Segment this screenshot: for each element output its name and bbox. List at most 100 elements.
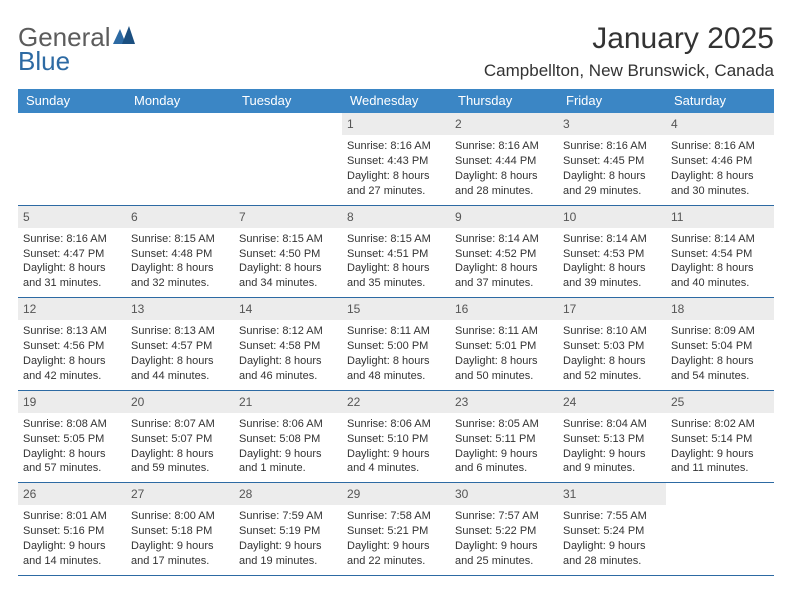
day1-text: Daylight: 9 hours [455, 539, 553, 554]
day1-text: Daylight: 9 hours [347, 539, 445, 554]
empty-cell [234, 113, 342, 205]
sunrise-text: Sunrise: 8:15 AM [239, 232, 337, 247]
day-info: Sunrise: 8:16 AMSunset: 4:47 PMDaylight:… [23, 232, 121, 291]
day1-text: Daylight: 8 hours [131, 447, 229, 462]
day-number: 11 [666, 206, 774, 228]
empty-cell [666, 483, 774, 575]
day2-text: and 40 minutes. [671, 276, 769, 291]
day2-text: and 37 minutes. [455, 276, 553, 291]
day-number: 5 [18, 206, 126, 228]
sunrise-text: Sunrise: 7:59 AM [239, 509, 337, 524]
day-number: 12 [18, 298, 126, 320]
day-number: 30 [450, 483, 558, 505]
day-number: 16 [450, 298, 558, 320]
day-info: Sunrise: 8:12 AMSunset: 4:58 PMDaylight:… [239, 324, 337, 383]
sunrise-text: Sunrise: 7:57 AM [455, 509, 553, 524]
sunset-text: Sunset: 4:48 PM [131, 247, 229, 262]
day-info: Sunrise: 8:14 AMSunset: 4:52 PMDaylight:… [455, 232, 553, 291]
day-number: 10 [558, 206, 666, 228]
sunrise-text: Sunrise: 8:16 AM [563, 139, 661, 154]
sunset-text: Sunset: 4:44 PM [455, 154, 553, 169]
sunrise-text: Sunrise: 8:00 AM [131, 509, 229, 524]
day-cell: 7Sunrise: 8:15 AMSunset: 4:50 PMDaylight… [234, 206, 342, 298]
day-cell: 5 Sunrise: 8:16 AMSunset: 4:47 PMDaylight… [18, 206, 126, 298]
sunset-text: Sunset: 4:45 PM [563, 154, 661, 169]
sunset-text: Sunset: 5:13 PM [563, 432, 661, 447]
brand-mark-icon [113, 22, 135, 40]
day-cell: 4Sunrise: 8:16 AMSunset: 4:46 PMDaylight… [666, 113, 774, 205]
day-info: Sunrise: 8:04 AMSunset: 5:13 PMDaylight:… [563, 417, 661, 476]
sunrise-text: Sunrise: 8:09 AM [671, 324, 769, 339]
day2-text: and 52 minutes. [563, 369, 661, 384]
day2-text: and 50 minutes. [455, 369, 553, 384]
sunset-text: Sunset: 4:43 PM [347, 154, 445, 169]
day1-text: Daylight: 8 hours [347, 354, 445, 369]
day2-text: and 39 minutes. [563, 276, 661, 291]
day-cell: 29Sunrise: 7:58 AMSunset: 5:21 PMDayligh… [342, 483, 450, 575]
day-number: 14 [234, 298, 342, 320]
day-info: Sunrise: 8:16 AMSunset: 4:43 PMDaylight:… [347, 139, 445, 198]
day2-text: and 34 minutes. [239, 276, 337, 291]
sunset-text: Sunset: 4:58 PM [239, 339, 337, 354]
day-number: 4 [666, 113, 774, 135]
day-info: Sunrise: 8:13 AMSunset: 4:57 PMDaylight:… [131, 324, 229, 383]
day-cell: 17Sunrise: 8:10 AMSunset: 5:03 PMDayligh… [558, 298, 666, 390]
sunrise-text: Sunrise: 8:15 AM [347, 232, 445, 247]
day-cell: 11Sunrise: 8:14 AMSunset: 4:54 PMDayligh… [666, 206, 774, 298]
sunrise-text: Sunrise: 8:06 AM [239, 417, 337, 432]
day-number: 19 [18, 391, 126, 413]
day-number: 26 [18, 483, 126, 505]
dayname-wednesday: Wednesday [342, 89, 450, 113]
sunset-text: Sunset: 5:00 PM [347, 339, 445, 354]
sunrise-text: Sunrise: 8:01 AM [23, 509, 121, 524]
sunrise-text: Sunrise: 8:15 AM [131, 232, 229, 247]
sunset-text: Sunset: 4:53 PM [563, 247, 661, 262]
day-info: Sunrise: 8:15 AMSunset: 4:51 PMDaylight:… [347, 232, 445, 291]
day1-text: Daylight: 8 hours [23, 447, 121, 462]
day-cell: 25Sunrise: 8:02 AMSunset: 5:14 PMDayligh… [666, 391, 774, 483]
day2-text: and 25 minutes. [455, 554, 553, 569]
sunset-text: Sunset: 5:04 PM [671, 339, 769, 354]
day-number: 3 [558, 113, 666, 135]
sunset-text: Sunset: 4:52 PM [455, 247, 553, 262]
sunset-text: Sunset: 5:08 PM [239, 432, 337, 447]
day-number: 28 [234, 483, 342, 505]
sunset-text: Sunset: 5:22 PM [455, 524, 553, 539]
day1-text: Daylight: 8 hours [671, 354, 769, 369]
day-info: Sunrise: 7:55 AMSunset: 5:24 PMDaylight:… [563, 509, 661, 568]
day1-text: Daylight: 9 hours [347, 447, 445, 462]
day1-text: Daylight: 8 hours [455, 354, 553, 369]
sunrise-text: Sunrise: 8:14 AM [455, 232, 553, 247]
title-block: January 2025 Campbellton, New Brunswick,… [484, 22, 774, 81]
day1-text: Daylight: 9 hours [563, 447, 661, 462]
calendar-page: GeneralBlue January 2025 Campbellton, Ne… [0, 0, 792, 612]
sunset-text: Sunset: 5:24 PM [563, 524, 661, 539]
header: GeneralBlue January 2025 Campbellton, Ne… [18, 22, 774, 81]
day-info: Sunrise: 8:08 AMSunset: 5:05 PMDaylight:… [23, 417, 121, 476]
day-info: Sunrise: 8:14 AMSunset: 4:53 PMDaylight:… [563, 232, 661, 291]
day-number: 15 [342, 298, 450, 320]
sunrise-text: Sunrise: 8:02 AM [671, 417, 769, 432]
day-info: Sunrise: 8:00 AMSunset: 5:18 PMDaylight:… [131, 509, 229, 568]
day1-text: Daylight: 9 hours [23, 539, 121, 554]
sunset-text: Sunset: 5:21 PM [347, 524, 445, 539]
day-cell: 6Sunrise: 8:15 AMSunset: 4:48 PMDaylight… [126, 206, 234, 298]
empty-cell [126, 113, 234, 205]
calendar: Sunday Monday Tuesday Wednesday Thursday… [18, 89, 774, 576]
day1-text: Daylight: 8 hours [563, 169, 661, 184]
day2-text: and 9 minutes. [563, 461, 661, 476]
day-number: 17 [558, 298, 666, 320]
sunrise-text: Sunrise: 7:55 AM [563, 509, 661, 524]
day-number: 18 [666, 298, 774, 320]
sunrise-text: Sunrise: 8:11 AM [347, 324, 445, 339]
day1-text: Daylight: 8 hours [563, 261, 661, 276]
day-info: Sunrise: 8:16 AMSunset: 4:44 PMDaylight:… [455, 139, 553, 198]
day1-text: Daylight: 8 hours [131, 261, 229, 276]
day-number: 29 [342, 483, 450, 505]
day2-text: and 6 minutes. [455, 461, 553, 476]
day-number: 22 [342, 391, 450, 413]
day-cell: 23Sunrise: 8:05 AMSunset: 5:11 PMDayligh… [450, 391, 558, 483]
day-number: 27 [126, 483, 234, 505]
sunrise-text: Sunrise: 8:13 AM [23, 324, 121, 339]
day-number: 24 [558, 391, 666, 413]
